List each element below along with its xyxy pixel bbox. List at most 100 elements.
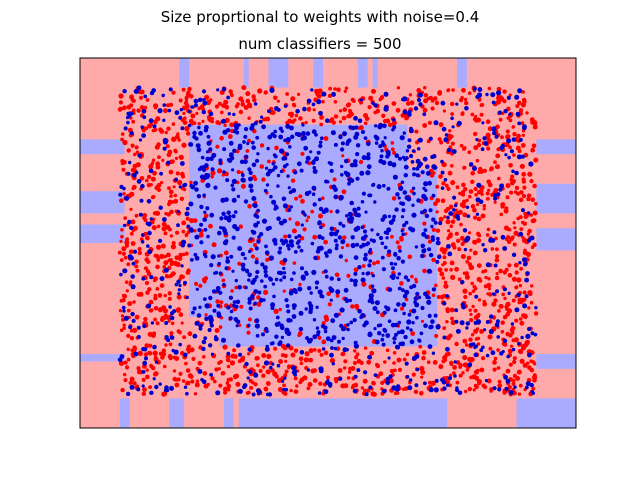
data-point (146, 260, 150, 264)
data-point (193, 392, 198, 396)
data-point (493, 193, 497, 198)
data-point (237, 143, 243, 149)
data-point (351, 125, 356, 131)
data-point (336, 87, 341, 92)
data-point (224, 266, 229, 271)
data-point (198, 324, 202, 328)
data-point (380, 217, 385, 222)
data-point (175, 134, 180, 140)
data-point (240, 177, 246, 183)
data-point (343, 170, 348, 175)
data-point (334, 272, 340, 278)
data-point (299, 350, 305, 355)
data-point (279, 148, 285, 154)
data-point (178, 312, 184, 317)
data-point (342, 366, 347, 370)
data-point (342, 131, 347, 137)
data-point (521, 235, 525, 240)
data-point (510, 174, 515, 179)
data-point (451, 149, 457, 154)
data-point (122, 323, 126, 327)
data-point (446, 88, 450, 93)
data-point (461, 304, 466, 310)
data-point (318, 206, 324, 212)
data-point (292, 103, 297, 108)
data-point (196, 313, 202, 318)
data-point (282, 345, 288, 351)
data-point (293, 376, 298, 381)
data-point (122, 160, 127, 165)
data-point (170, 244, 176, 250)
data-point (225, 354, 231, 359)
data-point (174, 156, 179, 160)
data-point (215, 299, 220, 304)
data-point (260, 279, 264, 283)
data-point (152, 124, 157, 129)
data-point (457, 209, 463, 215)
data-point (410, 331, 416, 336)
data-point (327, 248, 333, 254)
data-point (503, 342, 508, 347)
data-point (464, 237, 469, 243)
data-point (317, 88, 322, 94)
data-point (520, 143, 526, 148)
data-point (448, 129, 452, 133)
data-point (148, 299, 154, 305)
data-point (306, 107, 312, 112)
data-point (401, 232, 406, 237)
data-point (473, 286, 478, 291)
data-point (512, 359, 517, 365)
data-point (255, 269, 260, 275)
data-point (129, 191, 135, 197)
data-point (215, 144, 220, 149)
data-point (370, 300, 375, 305)
data-point (126, 333, 131, 338)
data-point (204, 316, 209, 322)
data-point (333, 100, 338, 104)
data-point (278, 220, 283, 225)
data-point (427, 120, 432, 125)
data-point (287, 186, 291, 190)
data-point (323, 325, 328, 331)
data-point (389, 261, 394, 266)
data-point (244, 361, 249, 367)
data-point (450, 164, 454, 168)
data-point (475, 212, 480, 216)
data-point (240, 262, 246, 268)
data-point (201, 109, 206, 115)
data-point (274, 334, 279, 339)
data-point (247, 352, 251, 356)
data-point (508, 390, 514, 395)
data-point (285, 152, 290, 157)
data-point (505, 195, 510, 200)
data-point (176, 209, 180, 213)
data-point (491, 301, 497, 307)
data-point (226, 218, 232, 223)
data-point (237, 246, 243, 251)
data-point (185, 103, 190, 109)
data-point (229, 152, 234, 158)
data-point (161, 348, 166, 353)
data-point (399, 281, 404, 286)
data-point (512, 242, 517, 247)
data-point (485, 92, 489, 97)
data-point (446, 236, 450, 240)
data-point (467, 362, 473, 368)
data-point (134, 264, 139, 269)
data-point (136, 108, 141, 113)
data-point (181, 229, 186, 234)
data-point (222, 386, 228, 392)
data-point (383, 136, 387, 140)
data-point (325, 118, 330, 123)
data-point (205, 182, 211, 188)
data-point (125, 289, 129, 293)
data-point (338, 254, 344, 259)
data-point (369, 350, 375, 356)
data-point (182, 183, 187, 188)
data-point (411, 212, 417, 218)
data-point (301, 123, 305, 127)
data-point (517, 88, 523, 94)
data-point (495, 319, 500, 324)
data-point (465, 326, 469, 330)
data-point (459, 320, 465, 326)
